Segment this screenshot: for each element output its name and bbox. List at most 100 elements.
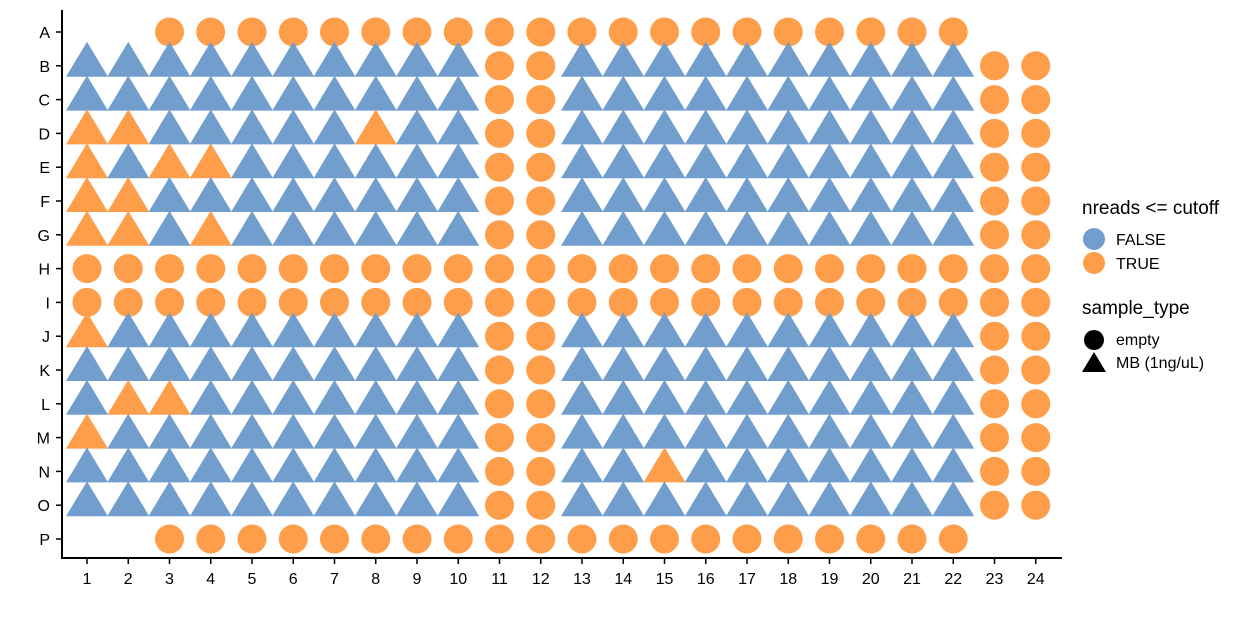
well-point-L24-circle (1021, 389, 1051, 419)
x-tick-label-16: 16 (697, 571, 715, 588)
well-point-E13-triangle (561, 143, 603, 179)
well-point-L23-circle (980, 389, 1009, 419)
well-point-N7-triangle (313, 447, 356, 483)
well-point-K24-circle (1021, 355, 1051, 385)
well-point-I5-circle (237, 287, 267, 317)
x-tick-label-19: 19 (821, 571, 839, 588)
well-point-O14-triangle (602, 481, 645, 517)
well-point-B22-triangle (932, 41, 975, 77)
x-tick-label-7: 7 (330, 571, 339, 588)
well-point-D6-triangle (272, 109, 315, 145)
well-point-L9-triangle (396, 379, 438, 415)
well-point-L12-circle (526, 389, 556, 419)
well-point-A15-circle (650, 17, 679, 47)
well-point-O11-circle (485, 490, 514, 520)
well-point-F19-triangle (808, 177, 851, 212)
well-point-C13-triangle (561, 75, 603, 111)
well-point-G18-triangle (767, 210, 810, 246)
well-point-I3-circle (155, 287, 184, 317)
well-point-K15-triangle (643, 346, 686, 381)
well-point-J1-triangle (66, 312, 108, 348)
well-point-G12-circle (526, 220, 556, 250)
well-point-K13-triangle (561, 346, 603, 381)
well-point-H1-circle (72, 254, 102, 284)
well-point-I16-circle (691, 287, 721, 317)
well-point-H20-circle (856, 254, 886, 284)
well-point-J6-triangle (272, 312, 315, 348)
well-point-M7-triangle (313, 413, 356, 449)
x-tick-label-14: 14 (614, 571, 632, 588)
well-point-B24-circle (1021, 51, 1051, 81)
legend-empty-swatch (1084, 330, 1104, 350)
well-point-K14-triangle (602, 346, 645, 381)
well-point-G10-triangle (437, 210, 480, 246)
x-tick-label-1: 1 (83, 571, 92, 588)
well-point-G16-triangle (684, 210, 727, 246)
y-tick-label-G: G (38, 228, 50, 245)
well-point-F12-circle (526, 186, 556, 216)
well-point-A6-circle (278, 17, 308, 47)
well-point-D12-circle (526, 118, 556, 148)
well-point-F2-triangle (107, 177, 150, 212)
well-point-J5-triangle (231, 312, 273, 348)
well-point-H2-circle (113, 254, 143, 284)
well-point-E21-triangle (891, 143, 933, 179)
well-point-C1-triangle (66, 75, 108, 111)
well-point-O4-triangle (189, 481, 232, 517)
x-tick-label-9: 9 (413, 571, 422, 588)
well-point-I2-circle (113, 287, 143, 317)
well-point-E18-triangle (767, 143, 810, 179)
well-point-I19-circle (815, 287, 844, 317)
well-point-F9-triangle (396, 177, 438, 212)
well-point-K1-triangle (66, 346, 108, 381)
well-point-C14-triangle (602, 75, 645, 111)
well-point-P7-circle (320, 524, 349, 554)
well-point-N18-triangle (767, 447, 810, 483)
well-point-I21-circle (897, 287, 927, 317)
well-point-I15-circle (650, 287, 679, 317)
well-point-I14-circle (608, 287, 638, 317)
well-point-G20-triangle (849, 210, 892, 246)
well-point-N23-circle (980, 456, 1009, 486)
well-point-B16-triangle (684, 41, 727, 77)
well-point-G15-triangle (643, 210, 686, 246)
well-point-E24-circle (1021, 152, 1051, 182)
x-tick-label-5: 5 (248, 571, 257, 588)
well-point-L8-triangle (354, 379, 397, 415)
well-point-N17-triangle (726, 447, 768, 483)
well-point-O24-circle (1021, 490, 1051, 520)
well-point-O8-triangle (354, 481, 397, 517)
well-point-H24-circle (1021, 254, 1051, 284)
y-tick-label-H: H (38, 262, 50, 279)
well-point-D13-triangle (561, 109, 603, 145)
well-point-F5-triangle (231, 177, 273, 212)
well-point-H12-circle (526, 254, 556, 284)
well-point-D11-circle (485, 118, 514, 148)
y-tick-label-E: E (39, 160, 50, 177)
well-point-N11-circle (485, 456, 514, 486)
well-point-K12-circle (526, 355, 556, 385)
well-point-O16-triangle (684, 481, 727, 517)
well-point-K16-triangle (684, 346, 727, 381)
well-point-O20-triangle (849, 481, 892, 517)
x-tick-label-20: 20 (862, 571, 880, 588)
well-point-A13-circle (567, 17, 597, 47)
x-tick-label-8: 8 (371, 571, 380, 588)
well-point-J9-triangle (396, 312, 438, 348)
legend-false-label: FALSE (1116, 232, 1166, 249)
well-point-B15-triangle (643, 41, 686, 77)
well-point-J12-circle (526, 321, 556, 351)
well-point-N10-triangle (437, 447, 480, 483)
well-point-P21-circle (897, 524, 927, 554)
y-tick-label-M: M (37, 431, 50, 448)
well-point-F17-triangle (726, 177, 768, 212)
well-point-L7-triangle (313, 379, 356, 415)
plot-axes (61, 10, 1062, 559)
well-point-M4-triangle (189, 413, 232, 449)
well-point-E22-triangle (932, 143, 975, 179)
well-point-P3-circle (155, 524, 184, 554)
well-point-O19-triangle (808, 481, 851, 517)
well-point-G3-triangle (148, 210, 191, 246)
